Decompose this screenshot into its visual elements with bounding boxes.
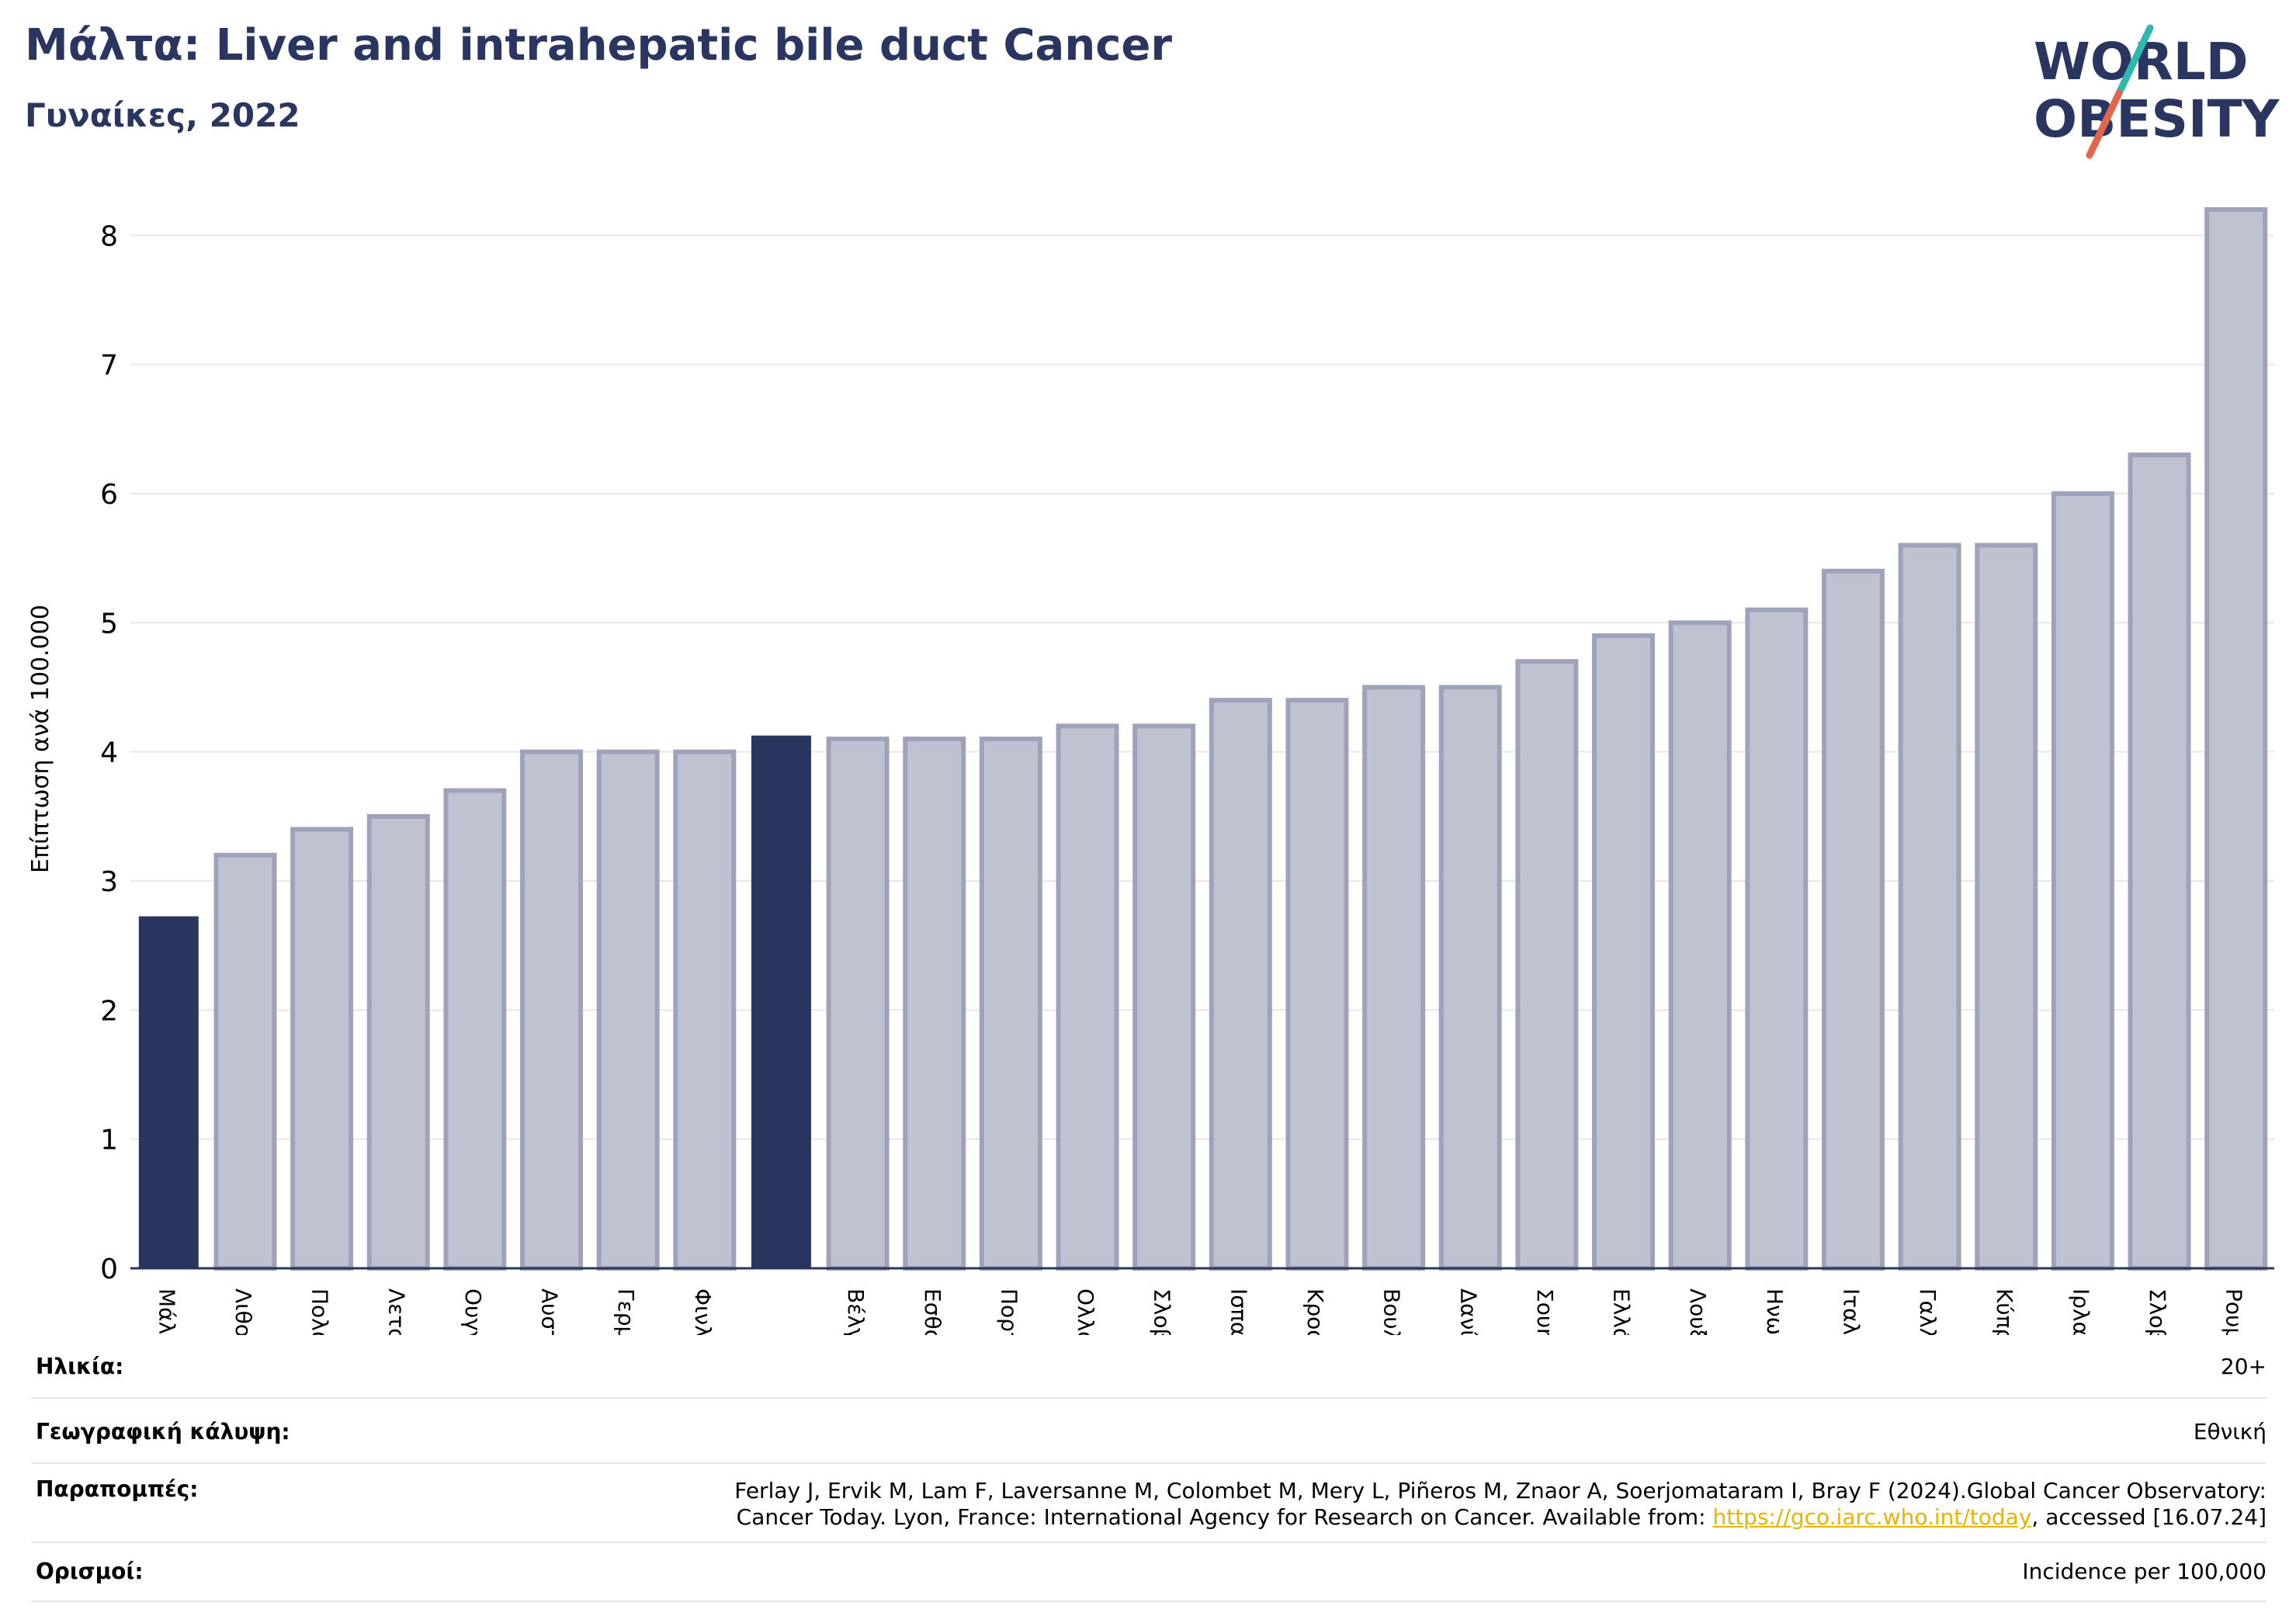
bar-chart: 0 1 2 3 4 5 6 7 8 Μάλτα Λιθουανία Πολωνία Λετονία Ου…: [27, 207, 2274, 1335]
x-tick-label: Ισπανία: [1226, 1288, 1251, 1335]
x-tick-label: Ουγγαρία: [460, 1288, 486, 1335]
x-tick-label: Σλοβενία: [2145, 1288, 2170, 1335]
bar-Πορτογαλία: [979, 737, 1042, 1271]
y-tick-label: 0: [100, 1254, 118, 1285]
bar-Κροατία: [1285, 698, 1349, 1271]
bar-Σουηδία: [1515, 659, 1579, 1271]
x-tick-label: Ηνωμένο Βασίλειο: [1762, 1288, 1788, 1335]
bar-Γερμανία: [596, 749, 660, 1271]
bar-Σλοβακία: [1132, 723, 1196, 1271]
y-tick-label: 5: [100, 608, 118, 640]
bar-Ιρλανδία: [2051, 491, 2114, 1271]
x-tick-label: Αυστρία: [537, 1288, 563, 1335]
x-tick-label: Λουξεμβούργο: [1685, 1288, 1711, 1335]
bar-Λουξεμβούργο: [1668, 620, 1732, 1271]
y-tick-label: 3: [100, 866, 118, 898]
bar-Δανία: [1438, 685, 1502, 1271]
bar-Ισπανία: [1209, 698, 1272, 1271]
meta-row-references: Παραπομπές: Ferlay J, Ervik M, Lam F, La…: [31, 1464, 2267, 1543]
bar-Ιταλία: [1821, 568, 1885, 1271]
coverage-value: Εθνική: [2193, 1419, 2267, 1444]
x-tick-label: Γαλλία: [1915, 1288, 1941, 1335]
y-axis-label: Επίπτωση ανά 100.000: [27, 605, 54, 873]
age-label: Ηλικία:: [36, 1354, 124, 1379]
x-tick-label: Εσθονία: [920, 1288, 945, 1335]
bar-highlight: [751, 735, 811, 1269]
x-tick-label: Ιρλανδία: [2068, 1288, 2093, 1335]
bar-Αυστρία: [520, 749, 584, 1271]
chart-title: Μάλτα: Liver and intrahepatic bile duct …: [25, 20, 1172, 71]
x-tick-label: Ολλανδία: [1073, 1288, 1098, 1335]
bar-Ηνωμένο Βασίλειο: [1745, 607, 1809, 1271]
bar-Πολωνία: [290, 827, 354, 1271]
y-tick-label: 8: [100, 220, 118, 252]
bar-Λετονία: [366, 813, 430, 1271]
x-tick-label: Φινλανδία: [690, 1288, 716, 1335]
bar-Βουλγαρία: [1362, 685, 1426, 1271]
definitions-value: Incidence per 100,000: [2022, 1559, 2267, 1584]
x-axis-ticks: Μάλτα Λιθουανία Πολωνία Λετονία Ουγγαρία Αυστ…: [154, 1288, 2246, 1335]
y-tick-label: 7: [100, 350, 118, 382]
bar-Ελλάδα: [1592, 633, 1656, 1271]
x-tick-label: Πορτογαλία: [996, 1288, 1021, 1335]
x-tick-label: Ιταλία: [1838, 1288, 1864, 1335]
chart-subtitle: Γυναίκες, 2022: [25, 96, 300, 134]
bar-Λιθουανία: [213, 852, 277, 1271]
y-tick-label: 1: [100, 1125, 118, 1157]
bar-Γαλλία: [1898, 543, 1961, 1271]
x-tick-label: Κύπρος: [1992, 1288, 2017, 1335]
y-tick-label: 4: [100, 737, 118, 769]
references-line-2: Cancer Today. Lyon, France: Internationa…: [736, 1504, 2267, 1530]
references-link[interactable]: https://gco.iarc.who.int/today: [1712, 1504, 2032, 1530]
bars: [138, 207, 2268, 1271]
bar-Ουγγαρία: [443, 788, 507, 1271]
meta-row-coverage: Γεωγραφική κάλυψη: Εθνική: [31, 1399, 2267, 1464]
y-tick-label: 2: [100, 995, 118, 1027]
definitions-label: Ορισμοί:: [36, 1559, 144, 1584]
bar-Κύπρος: [1975, 543, 2038, 1271]
x-tick-label: Κροατία: [1302, 1288, 1328, 1335]
x-tick-label: Μάλτα: [154, 1288, 179, 1335]
x-tick-label: Γερμανία: [613, 1288, 639, 1335]
references-line-1: Ferlay J, Ervik M, Lam F, Laversanne M, …: [734, 1478, 2267, 1503]
x-tick-label: Πολωνία: [307, 1288, 333, 1335]
bar-Ολλανδία: [1056, 723, 1119, 1271]
svg-text:OBESITY: OBESITY: [2034, 89, 2280, 149]
x-tick-label: Λετονία: [383, 1288, 409, 1335]
x-tick-label: Βέλγιο: [843, 1288, 869, 1335]
x-tick-label: Βουλγαρία: [1379, 1288, 1405, 1335]
y-axis-ticks: 0 1 2 3 4 5 6 7 8: [100, 220, 118, 1285]
coverage-label: Γεωγραφική κάλυψη:: [36, 1419, 290, 1444]
x-tick-label: Σουηδία: [1532, 1288, 1558, 1335]
x-tick-label: Σλοβακία: [1150, 1288, 1175, 1335]
age-value: 20+: [2220, 1354, 2267, 1379]
bar-Ρουμανία: [2204, 207, 2268, 1271]
x-tick-label: Ρουμανία: [2221, 1288, 2247, 1335]
meta-row-age: Ηλικία: 20+: [31, 1335, 2267, 1399]
y-tick-label: 6: [100, 479, 118, 511]
bar-Βέλγιο: [826, 737, 890, 1271]
x-tick-label: Δανία: [1455, 1288, 1481, 1335]
meta-row-definitions: Ορισμοί: Incidence per 100,000: [31, 1543, 2267, 1602]
x-tick-label: Λιθουανία: [231, 1288, 256, 1335]
bar-Εσθονία: [903, 737, 966, 1271]
references-label: Παραπομπές:: [36, 1476, 199, 1502]
x-tick-label: Ελλάδα: [1609, 1288, 1635, 1335]
bar-Φινλανδία: [673, 749, 737, 1271]
world-obesity-logo: WORLD OBESITY: [2034, 24, 2280, 159]
bar-Σλοβενία: [2128, 453, 2191, 1271]
bar-Μάλτα: [138, 916, 199, 1270]
